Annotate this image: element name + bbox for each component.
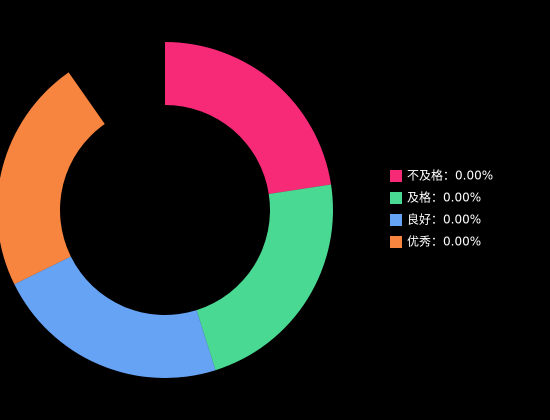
legend-label: 优秀：0.00% xyxy=(407,235,481,249)
donut-segment xyxy=(165,42,332,195)
legend-swatch xyxy=(390,192,402,204)
donut-segment xyxy=(14,256,216,378)
legend-swatch xyxy=(390,236,402,248)
donut-segment xyxy=(196,184,333,371)
legend-swatch xyxy=(390,214,402,226)
donut-segment xyxy=(0,72,105,285)
legend-swatch xyxy=(390,170,402,182)
legend-label: 良好：0.00% xyxy=(407,212,481,227)
legend-label: 不及格：0.00% xyxy=(407,168,493,183)
legend-label: 及格：0.00% xyxy=(407,190,481,205)
